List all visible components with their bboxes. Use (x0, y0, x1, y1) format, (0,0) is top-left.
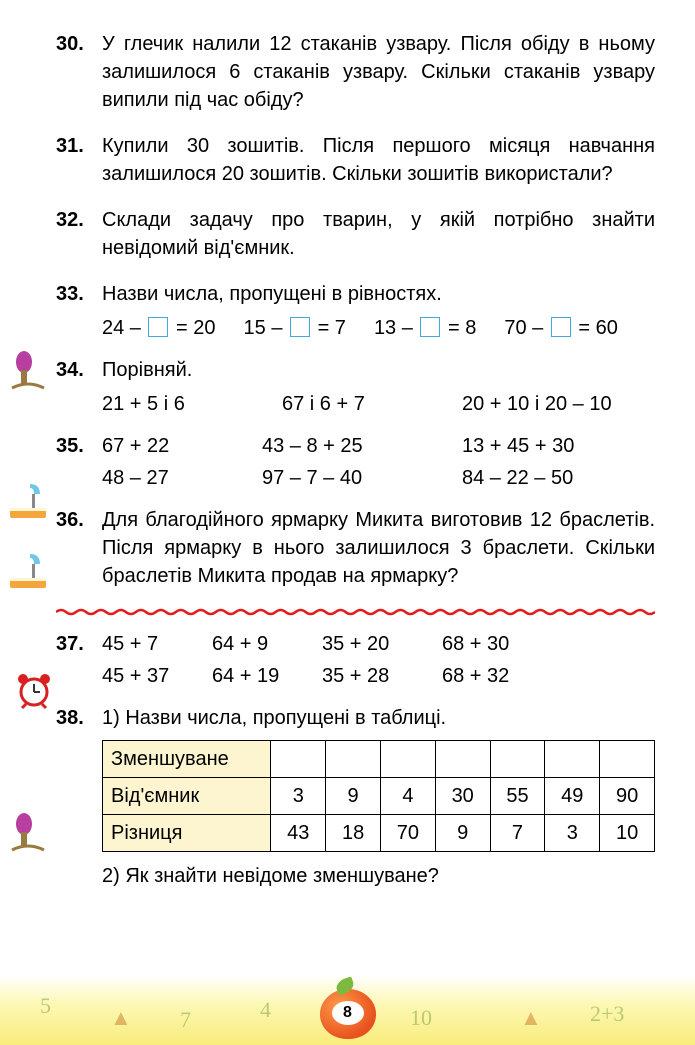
math-expr: 43 – 8 + 25 (262, 432, 462, 460)
table-cell: 3 (545, 815, 600, 852)
wavy-divider (56, 608, 655, 616)
lamp-book-icon (6, 480, 50, 524)
problem-text: Порівняй. (102, 356, 655, 384)
math-expr: 35 + 28 (322, 662, 442, 690)
problem-30: 30. У глечик налили 12 стаканів узвару. … (56, 30, 655, 114)
math-expr: 64 + 19 (212, 662, 322, 690)
problem-number: 32. (56, 206, 102, 262)
page-number: 8 (332, 1001, 364, 1025)
equation-row: 24 – = 20 15 – = 7 13 – = 8 70 – = 60 (102, 314, 655, 342)
blank-box (420, 317, 440, 337)
problem-number: 34. (56, 356, 102, 418)
table-cell (271, 741, 326, 778)
math-expr: 68 + 32 (442, 662, 552, 690)
blank-box (148, 317, 168, 337)
table-row: Різниця 43 18 70 9 7 3 10 (103, 815, 655, 852)
table-cell: 49 (545, 778, 600, 815)
problem-number: 36. (56, 506, 102, 590)
math-expr: 35 + 20 (322, 630, 442, 658)
table-row: Зменшуване (103, 741, 655, 778)
problem-38: 38. 1) Назви числа, пропущені в таблиці.… (56, 704, 655, 890)
table-cell (381, 741, 436, 778)
problem-number: 31. (56, 132, 102, 188)
row-header: Зменшуване (103, 741, 271, 778)
table-cell: 10 (600, 815, 655, 852)
problem-37: 37. 45 + 7 64 + 9 35 + 20 68 + 30 45 + 3… (56, 630, 655, 690)
table-cell (490, 741, 545, 778)
table-cell: 4 (381, 778, 436, 815)
problem-31: 31. Купили 30 зошитів. Після першого міс… (56, 132, 655, 188)
compare-row: 21 + 5 і 6 67 і 6 + 7 20 + 10 і 20 – 10 (102, 390, 655, 418)
table-cell: 3 (271, 778, 326, 815)
math-grid: 67 + 22 43 – 8 + 25 13 + 45 + 30 48 – 27… (102, 432, 655, 492)
table-cell: 43 (271, 815, 326, 852)
microphone-icon (6, 348, 50, 392)
problem-number: 38. (56, 704, 102, 890)
equation: 13 – = 8 (374, 314, 476, 342)
math-expr: 13 + 45 + 30 (462, 432, 642, 460)
row-header: Від'ємник (103, 778, 271, 815)
problem-number: 33. (56, 280, 102, 342)
compare-item: 67 і 6 + 7 (282, 390, 462, 418)
math-expr: 45 + 7 (102, 630, 212, 658)
problem-number: 37. (56, 630, 102, 690)
math-grid: 45 + 7 64 + 9 35 + 20 68 + 30 45 + 37 64… (102, 630, 655, 690)
table-cell: 7 (490, 815, 545, 852)
alarm-clock-icon (14, 670, 54, 716)
table-cell (600, 741, 655, 778)
problem-text: У глечик налили 12 стаканів узвару. Післ… (102, 30, 655, 114)
equation: 70 – = 60 (504, 314, 618, 342)
table-cell: 30 (435, 778, 490, 815)
table-cell: 9 (435, 815, 490, 852)
problem-33: 33. Назви числа, пропущені в рівностях. … (56, 280, 655, 342)
page-number-badge: 8 (320, 983, 376, 1039)
blank-box (290, 317, 310, 337)
table-cell: 18 (326, 815, 381, 852)
table-cell (545, 741, 600, 778)
problem-text: 2) Як знайти невідоме зменшуване? (102, 862, 655, 890)
problem-34: 34. Порівняй. 21 + 5 і 6 67 і 6 + 7 20 +… (56, 356, 655, 418)
problem-text: 1) Назви числа, пропущені в таблиці. (102, 704, 655, 732)
table-row: Від'ємник 3 9 4 30 55 49 90 (103, 778, 655, 815)
equation: 15 – = 7 (244, 314, 346, 342)
microphone-icon (6, 810, 50, 854)
math-expr: 45 + 37 (102, 662, 212, 690)
problem-35: 35. 67 + 22 43 – 8 + 25 13 + 45 + 30 48 … (56, 432, 655, 492)
problem-32: 32. Склади задачу про тварин, у якій пот… (56, 206, 655, 262)
table-cell: 90 (600, 778, 655, 815)
table-cell: 9 (326, 778, 381, 815)
lamp-book-icon (6, 550, 50, 594)
table-cell: 55 (490, 778, 545, 815)
problem-text: Назви числа, пропущені в рівностях. (102, 280, 655, 308)
math-expr: 84 – 22 – 50 (462, 464, 642, 492)
equation: 24 – = 20 (102, 314, 216, 342)
math-expr: 64 + 9 (212, 630, 322, 658)
problem-36: 36. Для благодійного ярмарку Микита виго… (56, 506, 655, 590)
math-expr: 68 + 30 (442, 630, 552, 658)
problem-number: 30. (56, 30, 102, 114)
problem-number: 35. (56, 432, 102, 492)
compare-item: 21 + 5 і 6 (102, 390, 282, 418)
row-header: Різниця (103, 815, 271, 852)
data-table: Зменшуване Від'ємник 3 9 4 30 55 49 90 (102, 740, 655, 852)
problem-text: Для благодійного ярмарку Микита виготови… (102, 506, 655, 590)
math-expr: 48 – 27 (102, 464, 262, 492)
table-cell (326, 741, 381, 778)
compare-item: 20 + 10 і 20 – 10 (462, 390, 612, 418)
table-cell: 70 (381, 815, 436, 852)
blank-box (551, 317, 571, 337)
problem-text: Купили 30 зошитів. Після першого місяця … (102, 132, 655, 188)
problem-text: Склади задачу про тварин, у якій потрібн… (102, 206, 655, 262)
math-expr: 97 – 7 – 40 (262, 464, 462, 492)
table-cell (435, 741, 490, 778)
math-expr: 67 + 22 (102, 432, 262, 460)
